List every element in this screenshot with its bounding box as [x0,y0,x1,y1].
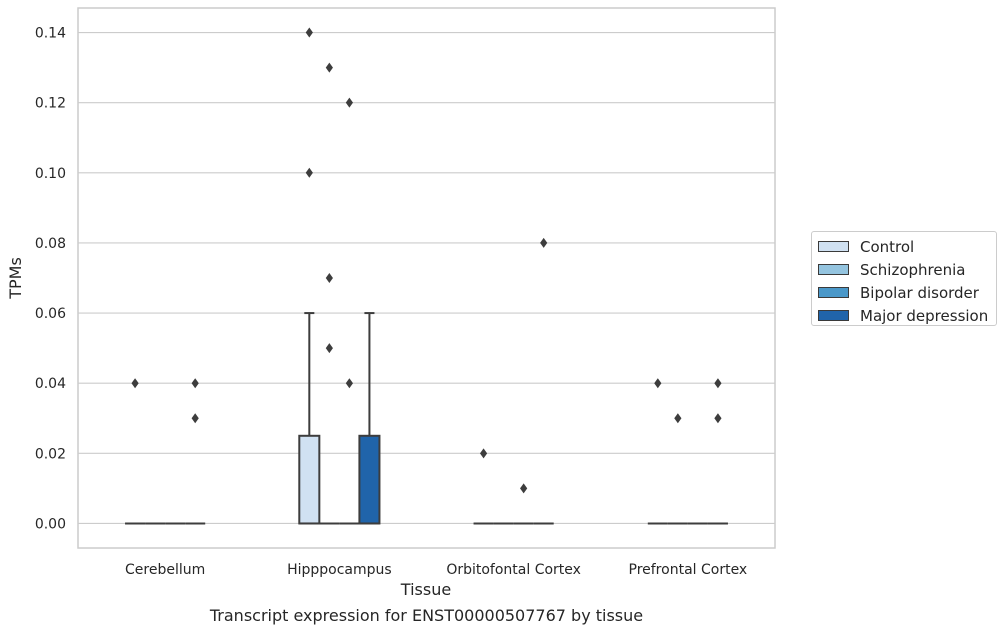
x-tick-label: Cerebellum [125,562,205,578]
outlier-marker [345,378,353,389]
legend-label: Schizophrenia [860,260,966,279]
y-tick-label: 0.14 [35,26,66,42]
legend-label: Control [860,237,915,256]
box-group [707,378,728,525]
y-tick-label: 0.00 [35,516,66,532]
box-group [339,97,360,525]
outlier-marker [654,378,662,389]
y-axis-label: TPMs [6,257,25,300]
box-rect [298,434,321,525]
x-axis-label: Tissue [400,580,451,599]
outlier-marker [325,273,333,283]
box-group [298,27,321,525]
outlier-marker [540,237,548,248]
y-tick-label: 0.06 [35,306,66,322]
outlier-marker [325,343,333,354]
box-group [647,378,668,525]
plot-area [78,8,775,548]
outlier-marker [479,448,488,459]
legend-swatch [818,310,849,321]
box-series [125,27,728,525]
outlier-marker [674,413,682,424]
box-group [533,237,554,525]
box-group [319,62,340,525]
outlier-marker [345,97,353,108]
box-rect [358,434,381,525]
legend-swatch [818,287,849,298]
x-tick-label: Orbitofontal Cortex [446,562,581,578]
outlier-marker [191,413,199,424]
outlier-marker [305,167,313,178]
box-group [185,378,206,525]
box-group [358,312,381,525]
legend-label: Major depression [860,306,989,325]
y-tick-label: 0.02 [35,446,66,462]
y-tick-labels: 0.00 0.02 0.04 0.06 0.08 0.10 0.12 0.14 [35,26,66,533]
outlier-marker [325,62,333,73]
legend-label: Bipolar disorder [860,283,979,302]
box-group [667,413,688,525]
x-tick-label: Hipppocampus [287,562,392,578]
box-group [473,448,494,525]
outlier-marker [305,27,313,38]
x-tick-label: Prefrontal Cortex [629,562,748,578]
legend-item-bipolar-disorder: Bipolar disorder [818,281,996,304]
box-group [125,378,146,525]
outlier-marker [520,483,528,494]
outlier-marker [131,378,139,389]
chart-caption: Transcript expression for ENST0000050776… [209,606,644,625]
y-tick-label: 0.12 [35,96,66,112]
legend-item-control: Control [818,235,996,258]
outlier-marker [191,378,199,389]
y-tick-label: 0.08 [35,236,66,252]
legend: Control Schizophrenia Bipolar disorder M… [811,231,997,326]
box-plot-chart: 0.00 0.02 0.04 0.06 0.08 0.10 0.12 0.14 Cerebel… [6,7,776,599]
y-tick-label: 0.10 [35,166,66,182]
legend-swatch [818,241,849,252]
legend-swatch [818,264,849,275]
outlier-marker [714,413,722,424]
legend-item-major-depression: Major depression [818,304,996,327]
plot-frame [77,7,776,549]
legend-item-schizophrenia: Schizophrenia [818,258,996,281]
y-tick-label: 0.04 [35,376,66,392]
box-group [513,483,534,525]
x-tick-labels: Cerebellum Hipppocampus Orbitofontal Corte… [125,562,747,578]
outlier-marker [714,378,722,389]
